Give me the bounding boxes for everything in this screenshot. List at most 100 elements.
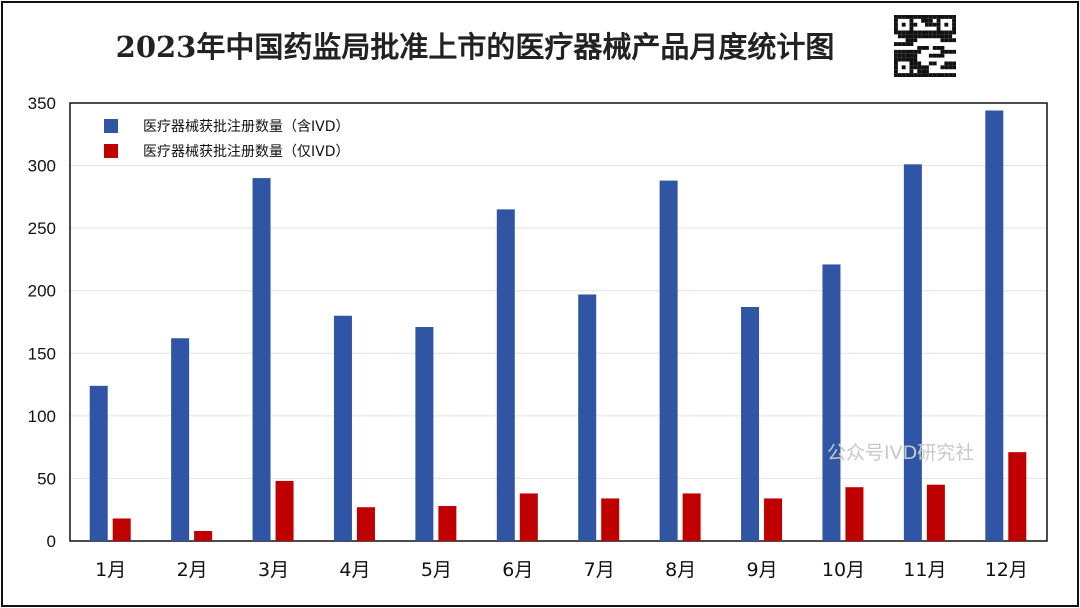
x-tick-label: 1月 [95, 559, 126, 581]
qr-module [944, 22, 949, 27]
y-tick-label: 350 [28, 94, 56, 113]
qr-module [936, 26, 941, 31]
qr-module [917, 49, 922, 54]
qr-module [905, 73, 910, 77]
qr-module [901, 65, 906, 70]
qr-module [901, 15, 906, 19]
qr-module [894, 73, 898, 77]
bar-ivd [764, 498, 783, 541]
bar-total [333, 315, 352, 541]
qr-module [901, 57, 906, 62]
qr-module [928, 61, 933, 66]
qr-module [925, 65, 929, 70]
qr-module [952, 26, 956, 31]
qr-module [897, 57, 902, 62]
y-tick-label: 300 [28, 157, 56, 176]
qr-module [932, 73, 937, 77]
qr-module [928, 22, 933, 27]
bar-ivd [519, 493, 538, 541]
qr-module [901, 73, 906, 77]
qr-module [936, 22, 941, 27]
qr-module [897, 42, 902, 46]
qr-module [917, 30, 922, 35]
qr-module [913, 53, 918, 58]
qr-module [913, 61, 918, 66]
qr-module [932, 34, 937, 39]
qr-module [917, 73, 922, 77]
qr-module [909, 22, 914, 27]
qr-module [909, 38, 914, 43]
qr-module [917, 69, 922, 74]
qr-module [913, 73, 918, 77]
qr-module [897, 73, 902, 77]
qr-module [925, 34, 929, 39]
qr-module [913, 38, 918, 43]
qr-module [905, 34, 910, 39]
x-tick-label: 10月 [822, 559, 865, 581]
qr-module [909, 42, 914, 46]
bar-total [741, 306, 760, 541]
legend-label: 医疗器械获批注册数量（仅IVD） [143, 144, 350, 160]
qr-module [894, 30, 898, 35]
qr-module [921, 30, 925, 35]
plot-area [69, 102, 1048, 542]
qr-module [909, 30, 914, 35]
qr-module [894, 15, 898, 19]
qr-module [894, 65, 898, 70]
qr-module [921, 15, 925, 19]
qr-module [928, 15, 933, 19]
qr-module [932, 30, 937, 35]
qr-module [894, 69, 898, 74]
qr-module [952, 38, 956, 43]
qr-module [894, 42, 898, 46]
qr-module [894, 61, 898, 66]
qr-module [925, 15, 929, 19]
qr-module [928, 30, 933, 35]
qr-module [909, 26, 914, 31]
qr-module [905, 57, 910, 62]
legend-swatch [104, 119, 118, 133]
qr-module [894, 49, 898, 54]
qr-module [897, 53, 902, 58]
qr-module [952, 30, 956, 35]
qr-module [936, 73, 941, 77]
qr-module [940, 49, 945, 54]
bar-ivd [845, 487, 864, 541]
qr-module [913, 22, 918, 27]
qr-module [948, 34, 953, 39]
qr-module [925, 73, 929, 77]
bar-ivd [682, 493, 701, 541]
qr-module [925, 69, 929, 74]
bar-total [89, 385, 108, 541]
qr-module [952, 65, 956, 70]
qr-module [897, 34, 902, 39]
qr-module [913, 34, 918, 39]
y-tick-label: 150 [28, 344, 56, 363]
qr-module [940, 53, 945, 58]
qr-module [948, 38, 953, 43]
qr-module [921, 46, 925, 50]
qr-module [909, 57, 914, 62]
bar-ivd [438, 505, 457, 541]
qr-module [952, 61, 956, 66]
qr-module [925, 30, 929, 35]
qr-module [944, 15, 949, 19]
qr-module [936, 53, 941, 58]
qr-module [894, 53, 898, 58]
y-tick-label: 50 [37, 469, 56, 488]
qr-module [917, 34, 922, 39]
x-tick-label: 9月 [746, 559, 777, 581]
qr-module [952, 73, 956, 77]
qr-module [940, 15, 945, 19]
qr-module [921, 73, 925, 77]
qr-module [917, 61, 922, 66]
legend-swatch [104, 144, 118, 158]
qr-module [897, 49, 902, 54]
x-tick-label: 12月 [985, 559, 1028, 581]
qr-code-icon [894, 15, 956, 77]
qr-module [913, 49, 918, 54]
bar-ivd [275, 480, 294, 541]
qr-module [917, 65, 922, 70]
bar-ivd [1008, 452, 1027, 541]
